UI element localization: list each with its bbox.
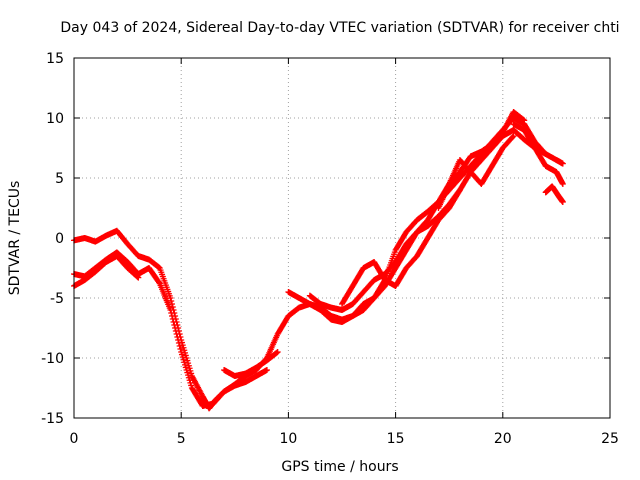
data-points: [71, 109, 566, 412]
axis-ticks: 0 5 10 15 20 25 -15 -10 -5 0 5 10 15: [41, 51, 619, 447]
y-tick-label: -15: [41, 411, 64, 427]
plus-markers: [285, 127, 549, 325]
x-tick-label: 15: [387, 431, 405, 447]
plus-markers: [221, 349, 281, 379]
series-trace-7: [306, 109, 528, 313]
y-tick-label: -10: [41, 351, 64, 367]
series-trace-11: [542, 183, 566, 205]
chart-title: Day 043 of 2024, Sidereal Day-to-day VTE…: [60, 20, 619, 36]
y-axis-label: SDTVAR / TECUs: [7, 181, 23, 296]
x-tick-label: 0: [70, 431, 79, 447]
series-trace-10: [510, 121, 566, 187]
series-trace-9: [435, 133, 517, 211]
y-tick-label: 5: [55, 171, 64, 187]
x-tick-label: 25: [601, 431, 619, 447]
x-axis-label: GPS time / hours: [281, 459, 398, 475]
series-trace-4: [221, 349, 281, 379]
plus-markers: [306, 109, 528, 313]
x-tick-label: 10: [279, 431, 297, 447]
y-tick-label: 10: [46, 111, 64, 127]
y-tick-label: -5: [50, 291, 64, 307]
plus-markers: [435, 133, 517, 211]
series-trace-8: [339, 187, 463, 307]
grid-lines: [74, 58, 610, 418]
series-trace-6: [285, 127, 549, 325]
plot-frame: [73, 57, 611, 419]
plus-markers: [339, 187, 463, 307]
x-tick-label: 5: [177, 431, 186, 447]
x-tick-label: 20: [494, 431, 512, 447]
plus-markers: [510, 121, 566, 187]
y-tick-label: 0: [55, 231, 64, 247]
y-tick-label: 15: [46, 51, 64, 67]
plus-markers: [542, 183, 566, 205]
